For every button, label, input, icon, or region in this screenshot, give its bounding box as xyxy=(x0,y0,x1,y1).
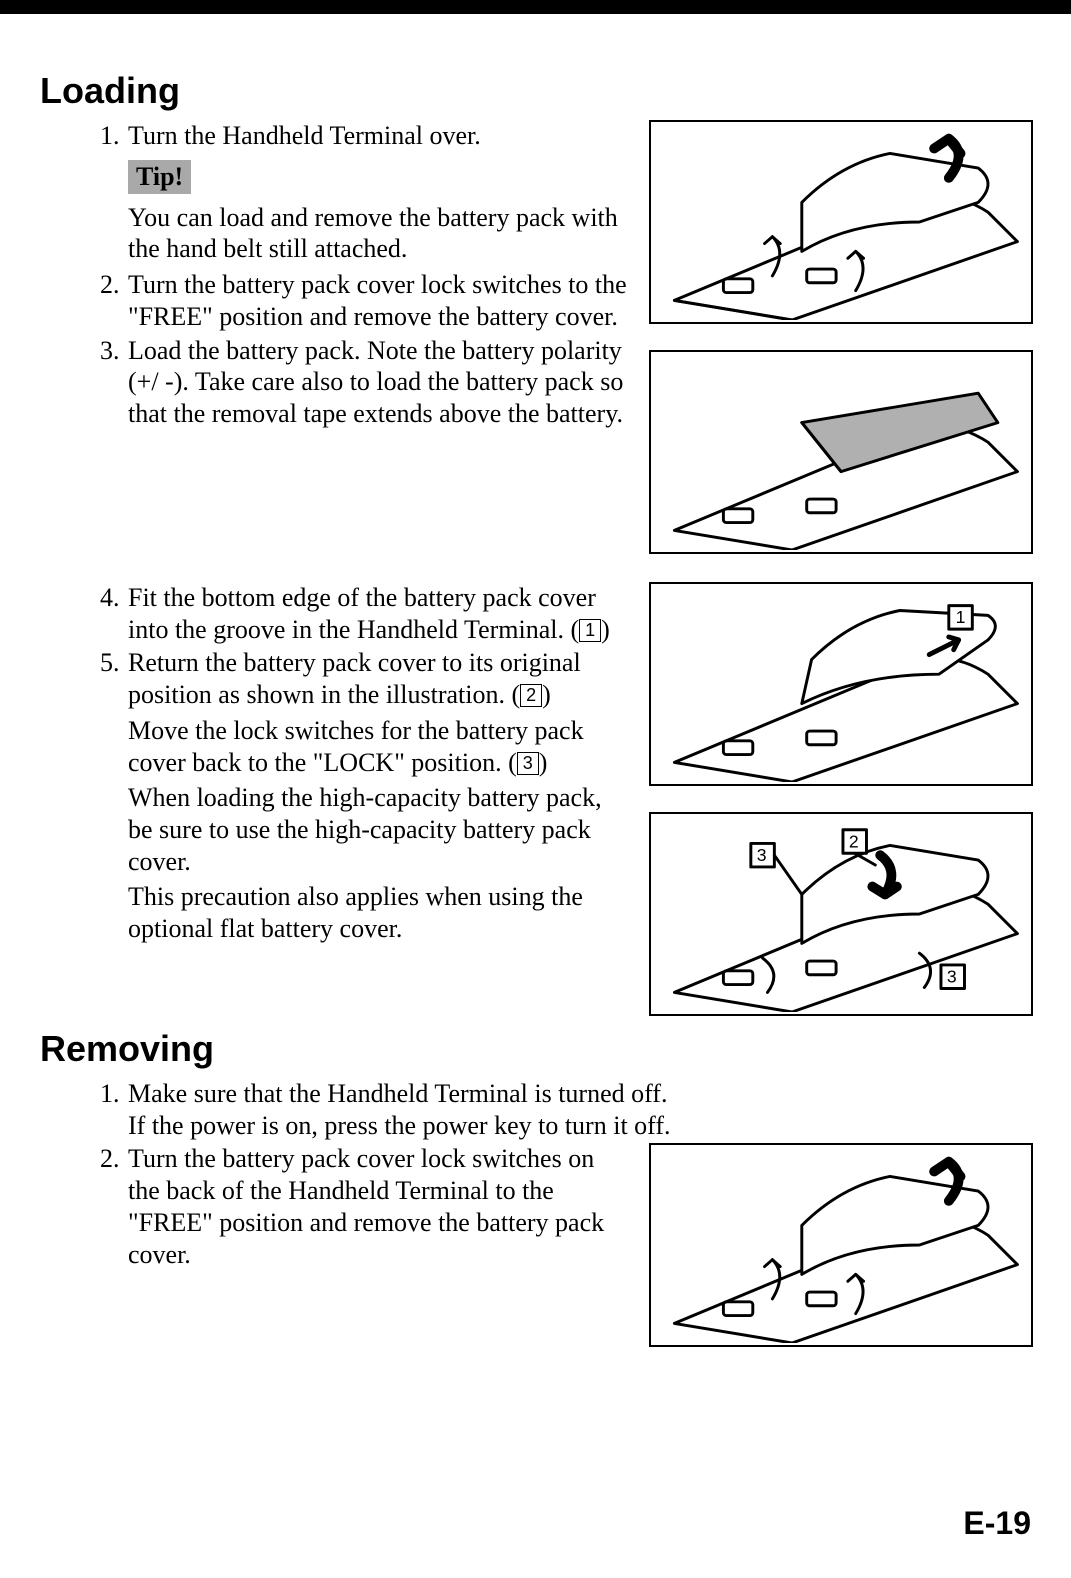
high-capacity-paragraph: When loading the high-capacity battery p… xyxy=(128,782,629,877)
flat-cover-paragraph: This precaution also applies when using … xyxy=(128,881,629,944)
removing-figs xyxy=(649,1143,1031,1347)
svg-text:2: 2 xyxy=(849,831,859,851)
callout-1-inline: 1 xyxy=(579,619,601,642)
step5-text-b: ) xyxy=(542,680,551,709)
step5-text-a: Return the battery pack cover to its ori… xyxy=(128,648,581,709)
step4-text-b: ) xyxy=(601,615,610,644)
top-bar xyxy=(0,0,1071,14)
loading-step-5: Return the battery pack cover to its ori… xyxy=(100,647,629,710)
figure-3: 1 xyxy=(649,582,1033,786)
removing-steps-2: Turn the battery pack cover lock switche… xyxy=(40,1143,629,1270)
figure-3-svg: 1 xyxy=(653,586,1029,782)
loading-block-1: Turn the Handheld Terminal over. Tip! Yo… xyxy=(40,120,1031,554)
removing-step-2: Turn the battery pack cover lock switche… xyxy=(100,1143,629,1270)
loading-text-1: Turn the Handheld Terminal over. Tip! Yo… xyxy=(40,120,629,432)
tip-text: You can load and remove the battery pack… xyxy=(128,202,629,265)
figure-1 xyxy=(649,120,1033,324)
callout-3-inline: 3 xyxy=(517,752,539,775)
figure-5 xyxy=(649,1143,1033,1347)
removing-block: Turn the battery pack cover lock switche… xyxy=(40,1143,1031,1347)
callout-2-inline: 2 xyxy=(520,684,542,707)
loading-block-2: Fit the bottom edge of the battery pack … xyxy=(40,582,1031,1016)
loading-steps-2-3: Turn the battery pack cover lock switche… xyxy=(40,269,629,430)
loading-step-4: Fit the bottom edge of the battery pack … xyxy=(100,582,629,645)
page-number: E-19 xyxy=(963,1505,1031,1542)
figure-1-svg xyxy=(653,124,1029,320)
figure-2-svg xyxy=(653,354,1029,550)
spacer-1 xyxy=(40,554,1031,582)
step4-text-a: Fit the bottom edge of the battery pack … xyxy=(128,583,596,644)
figure-4: 3 2 3 xyxy=(649,812,1033,1016)
loading-figs-2: 1 xyxy=(649,582,1031,1016)
svg-text:3: 3 xyxy=(947,967,957,987)
loading-steps-1: Turn the Handheld Terminal over. xyxy=(40,120,629,152)
heading-removing: Removing xyxy=(40,1028,1031,1070)
loading-steps-4-5: Fit the bottom edge of the battery pack … xyxy=(40,582,629,711)
tip-badge: Tip! xyxy=(128,160,191,194)
loading-step-1: Turn the Handheld Terminal over. xyxy=(100,120,629,152)
figure-5-svg xyxy=(653,1147,1029,1343)
removing-text: Turn the battery pack cover lock switche… xyxy=(40,1143,629,1272)
content-area: Loading Turn the Handheld Terminal over.… xyxy=(40,0,1031,1347)
lock-paragraph: Move the lock switches for the battery p… xyxy=(128,715,629,778)
lock-text-a: Move the lock switches for the battery p… xyxy=(128,716,584,777)
loading-step-2: Turn the battery pack cover lock switche… xyxy=(100,269,629,332)
heading-loading: Loading xyxy=(40,70,1031,112)
lock-text-b: ) xyxy=(539,748,548,777)
removing-steps: Make sure that the Handheld Terminal is … xyxy=(40,1078,1031,1141)
removing-step-1: Make sure that the Handheld Terminal is … xyxy=(100,1078,1031,1141)
figure-4-svg: 3 2 3 xyxy=(653,816,1029,1012)
page: Loading Turn the Handheld Terminal over.… xyxy=(0,0,1071,1578)
loading-step-3: Load the battery pack. Note the battery … xyxy=(100,335,629,430)
loading-text-2: Fit the bottom edge of the battery pack … xyxy=(40,582,629,949)
figure-2 xyxy=(649,350,1033,554)
loading-figs-1 xyxy=(649,120,1031,554)
svg-text:1: 1 xyxy=(956,607,966,627)
svg-text:3: 3 xyxy=(757,845,767,865)
